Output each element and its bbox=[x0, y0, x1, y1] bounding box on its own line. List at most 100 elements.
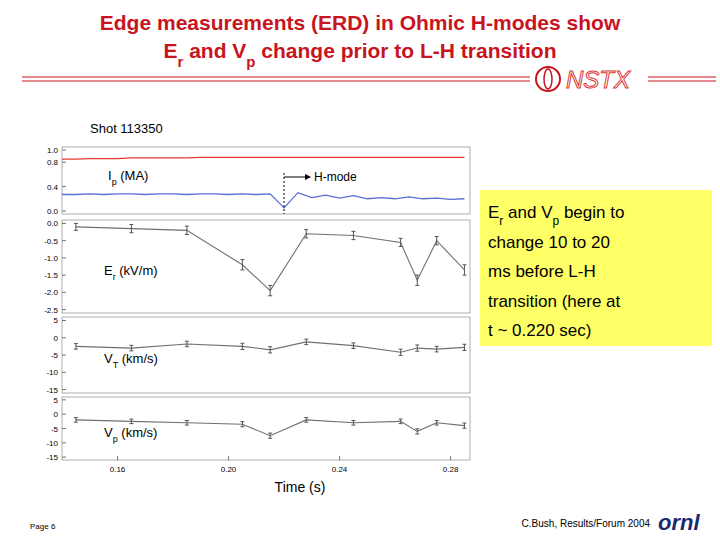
y-tick-label: -15 bbox=[46, 453, 58, 462]
header-rule bbox=[22, 80, 530, 81]
error-bar bbox=[304, 418, 308, 423]
header-rule bbox=[648, 80, 716, 81]
error-stem bbox=[417, 429, 418, 434]
error-cap bbox=[74, 230, 78, 231]
error-cap bbox=[399, 246, 403, 247]
error-cap bbox=[268, 295, 272, 296]
error-stem bbox=[131, 419, 132, 424]
error-cap bbox=[240, 421, 244, 422]
text-run: (km/s) bbox=[118, 425, 158, 440]
y-tick bbox=[62, 457, 66, 458]
text-run: p bbox=[246, 53, 255, 70]
error-bar bbox=[268, 347, 272, 353]
x-tick-label: 0.20 bbox=[221, 465, 237, 474]
panel: 50-5-10-150.160.200.240.28Vp (km/s) bbox=[46, 396, 470, 474]
text-run: (MA) bbox=[117, 168, 149, 183]
y-tick-label: -2.0 bbox=[44, 288, 58, 297]
error-stem bbox=[270, 285, 271, 295]
series-line bbox=[62, 157, 464, 159]
note-text: ms before L-H bbox=[488, 262, 596, 281]
footer-left: Page 6 bbox=[30, 522, 56, 531]
error-stem bbox=[353, 343, 354, 349]
error-cap bbox=[268, 346, 272, 347]
footer-right: C.Bush, Results/Forum 2004 bbox=[522, 518, 651, 529]
error-bar bbox=[185, 341, 189, 347]
footer-logo: ornl bbox=[658, 510, 700, 535]
error-cap bbox=[351, 420, 355, 421]
x-tick bbox=[228, 456, 229, 460]
error-cap bbox=[399, 419, 403, 420]
plot-frame bbox=[62, 317, 470, 393]
error-bar bbox=[415, 429, 419, 434]
error-bar bbox=[129, 419, 133, 424]
error-cap bbox=[304, 344, 308, 345]
error-cap bbox=[399, 238, 403, 239]
y-tick-label: 0.8 bbox=[47, 158, 59, 167]
error-stem bbox=[417, 345, 418, 351]
error-bar bbox=[304, 339, 308, 345]
y-tick bbox=[62, 372, 66, 373]
y-tick-label: -10 bbox=[46, 439, 58, 448]
note-text: change 10 to 20 bbox=[488, 233, 610, 252]
error-cap bbox=[185, 425, 189, 426]
error-stem bbox=[400, 349, 401, 355]
y-tick bbox=[62, 240, 66, 241]
error-stem bbox=[436, 420, 437, 425]
error-stem bbox=[417, 275, 418, 285]
error-cap bbox=[240, 349, 244, 350]
error-stem bbox=[400, 238, 401, 246]
error-stem bbox=[464, 423, 465, 428]
error-stem bbox=[464, 344, 465, 350]
text-run: Edge measurements (ERD) in Ohmic H-modes… bbox=[100, 11, 621, 34]
error-stem bbox=[186, 226, 187, 234]
text-run: V bbox=[104, 425, 113, 440]
error-cap bbox=[74, 343, 78, 344]
error-cap bbox=[351, 342, 355, 343]
error-cap bbox=[240, 343, 244, 344]
error-stem bbox=[270, 433, 271, 438]
y-tick bbox=[62, 275, 66, 276]
panel: 50-5-10-15VT (km/s) bbox=[46, 316, 470, 394]
error-stem bbox=[75, 344, 76, 350]
error-cap bbox=[415, 344, 419, 345]
y-tick bbox=[62, 257, 66, 258]
y-tick bbox=[62, 399, 66, 400]
text-run: E bbox=[104, 263, 113, 278]
slide: Edge measurements (ERD) in Ohmic H-modes… bbox=[0, 0, 720, 540]
annotation-text: H-mode bbox=[314, 170, 357, 184]
y-tick-label: -0.5 bbox=[44, 237, 58, 246]
error-cap bbox=[351, 231, 355, 232]
error-bar bbox=[462, 344, 466, 350]
error-stem bbox=[306, 230, 307, 238]
error-cap bbox=[240, 426, 244, 427]
y-tick bbox=[62, 309, 66, 310]
error-cap bbox=[415, 275, 419, 276]
error-cap bbox=[435, 425, 439, 426]
error-stem bbox=[400, 419, 401, 424]
error-cap bbox=[415, 428, 419, 429]
error-bar bbox=[240, 343, 244, 349]
error-bar bbox=[415, 275, 419, 285]
error-bar bbox=[399, 238, 403, 246]
error-stem bbox=[242, 343, 243, 349]
text-run: transition (here at bbox=[488, 292, 621, 311]
y-tick bbox=[62, 337, 66, 338]
error-cap bbox=[351, 348, 355, 349]
error-cap bbox=[435, 346, 439, 347]
logo-mark bbox=[536, 67, 560, 91]
annotation-line bbox=[284, 173, 285, 214]
error-cap bbox=[462, 428, 466, 429]
x-tick-label: 0.28 bbox=[443, 465, 459, 474]
error-stem bbox=[131, 224, 132, 232]
error-cap bbox=[240, 269, 244, 270]
error-cap bbox=[435, 420, 439, 421]
error-cap bbox=[462, 264, 466, 265]
error-bar bbox=[185, 226, 189, 234]
error-bar bbox=[268, 285, 272, 295]
error-stem bbox=[306, 418, 307, 423]
error-cap bbox=[435, 351, 439, 352]
error-cap bbox=[74, 349, 78, 350]
plot-frame bbox=[62, 147, 470, 214]
x-tick-label: 0.16 bbox=[110, 465, 126, 474]
x-axis-label: Time (s) bbox=[275, 479, 326, 495]
